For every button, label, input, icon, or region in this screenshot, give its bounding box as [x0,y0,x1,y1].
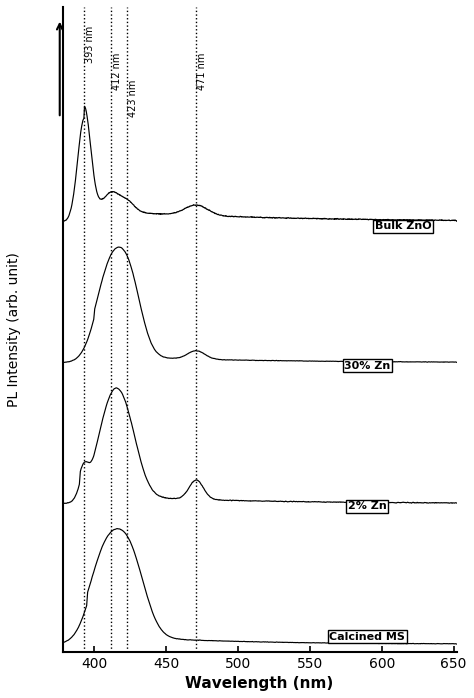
Text: 2% Zn: 2% Zn [348,501,387,512]
Text: Calcined MS: Calcined MS [329,632,405,642]
Y-axis label: PL Intensity (arb. unit): PL Intensity (arb. unit) [7,252,21,407]
Text: Bulk ZnO: Bulk ZnO [375,221,432,231]
Text: 471 nm: 471 nm [197,53,207,90]
Text: 423 nm: 423 nm [128,80,138,117]
Text: 412 nm: 412 nm [112,53,122,90]
X-axis label: Wavelength (nm): Wavelength (nm) [185,676,334,691]
Text: 30% Zn: 30% Zn [344,361,391,371]
Text: 393 nm: 393 nm [85,27,95,64]
